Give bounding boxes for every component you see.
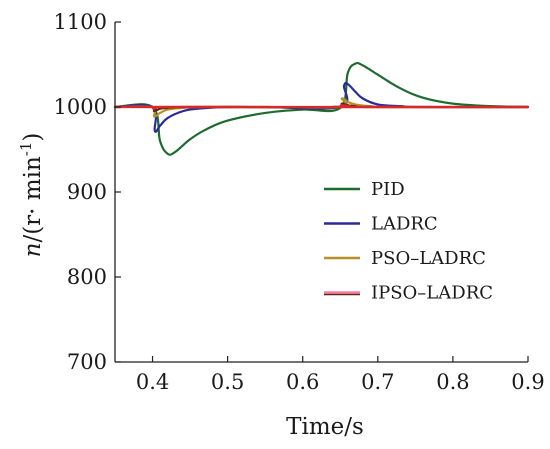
x-tick-label: 0.8: [436, 370, 469, 394]
y-axis-title-exponent: -1: [17, 142, 35, 157]
y-tick-label: 900: [67, 180, 107, 204]
x-axis-title: Time/s: [286, 414, 364, 440]
x-tick-label: 0.9: [511, 370, 544, 394]
y-tick-label: 1000: [54, 95, 107, 119]
x-tick-label: 0.5: [211, 370, 244, 394]
series-line-0: [113, 61, 530, 156]
x-tick-label: 0.6: [286, 370, 319, 394]
legend: PID LADRC PSO–LADRC IPSO–LADRC: [324, 179, 493, 304]
y-tick-label: 800: [67, 265, 107, 289]
ticks: 700 800 900 1000 1100 0.4 0.5 0.6 0.7 0.8 0.9: [54, 10, 545, 394]
y-axis-title: n/(r· min-1): [17, 133, 46, 258]
series-line-4: [113, 104, 530, 110]
series-curves: [113, 61, 530, 156]
legend-label: LADRC: [371, 214, 438, 235]
x-tick-label: 0.4: [136, 370, 169, 394]
y-axis-title-close: ): [20, 133, 46, 142]
axes: [114, 22, 528, 363]
y-axis-title-unit: /(r· min: [20, 156, 46, 243]
legend-label: IPSO–LADRC: [371, 283, 493, 304]
legend-label: PSO–LADRC: [371, 248, 486, 269]
y-axis-title-symbol: n: [20, 243, 46, 258]
x-tick-label: 0.7: [361, 370, 394, 394]
legend-label: PID: [371, 179, 405, 200]
y-tick-label: 1100: [54, 10, 107, 34]
y-tick-label: 700: [67, 350, 107, 374]
